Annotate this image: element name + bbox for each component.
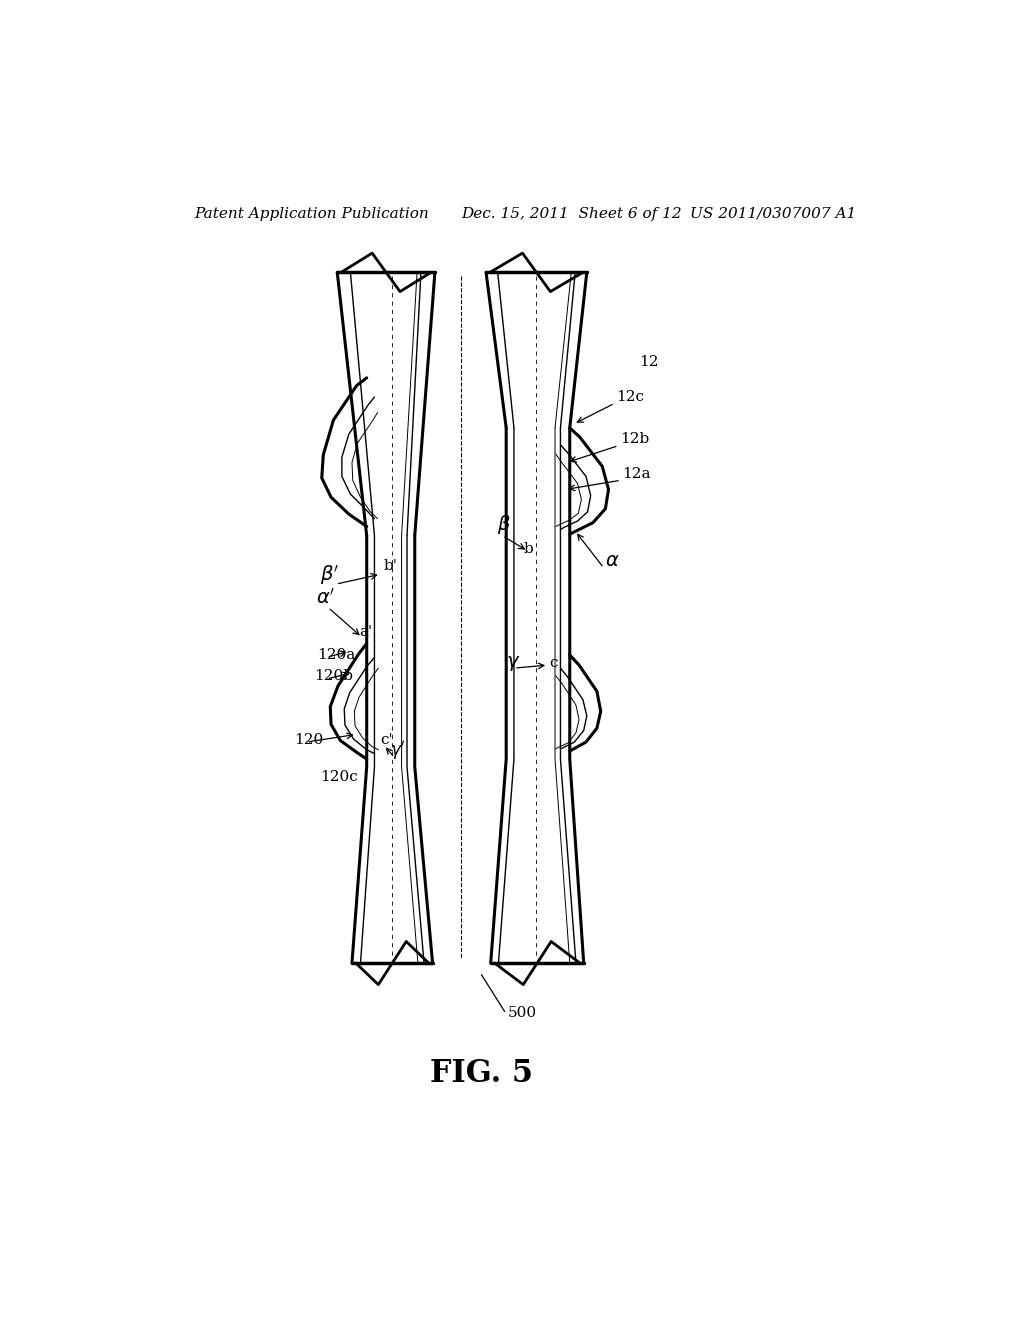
Text: 120a: 120a: [317, 648, 355, 661]
Text: 12b: 12b: [621, 433, 649, 446]
Text: 120b: 120b: [314, 669, 353, 684]
Text: $\beta'$: $\beta'$: [321, 562, 340, 586]
Text: $\alpha'$: $\alpha'$: [315, 587, 335, 607]
Text: US 2011/0307007 A1: US 2011/0307007 A1: [690, 207, 856, 220]
Text: c': c': [380, 733, 392, 747]
Text: Dec. 15, 2011  Sheet 6 of 12: Dec. 15, 2011 Sheet 6 of 12: [461, 207, 682, 220]
Text: $\alpha$: $\alpha$: [604, 553, 620, 570]
Text: $\beta$: $\beta$: [497, 513, 511, 536]
Text: 12a: 12a: [623, 467, 651, 480]
Text: 12c: 12c: [616, 389, 644, 404]
Text: a': a': [359, 624, 372, 639]
Text: $\gamma'$: $\gamma'$: [390, 739, 406, 763]
Text: 12: 12: [640, 355, 659, 370]
Text: b': b': [384, 560, 397, 573]
Text: Patent Application Publication: Patent Application Publication: [194, 207, 429, 220]
Text: 500: 500: [508, 1006, 537, 1020]
Text: b: b: [523, 543, 534, 557]
Text: $\gamma$: $\gamma$: [506, 653, 520, 673]
Text: 120: 120: [295, 733, 324, 747]
Text: 120c: 120c: [321, 770, 358, 784]
Text: FIG. 5: FIG. 5: [430, 1059, 534, 1089]
Text: c: c: [549, 656, 557, 669]
